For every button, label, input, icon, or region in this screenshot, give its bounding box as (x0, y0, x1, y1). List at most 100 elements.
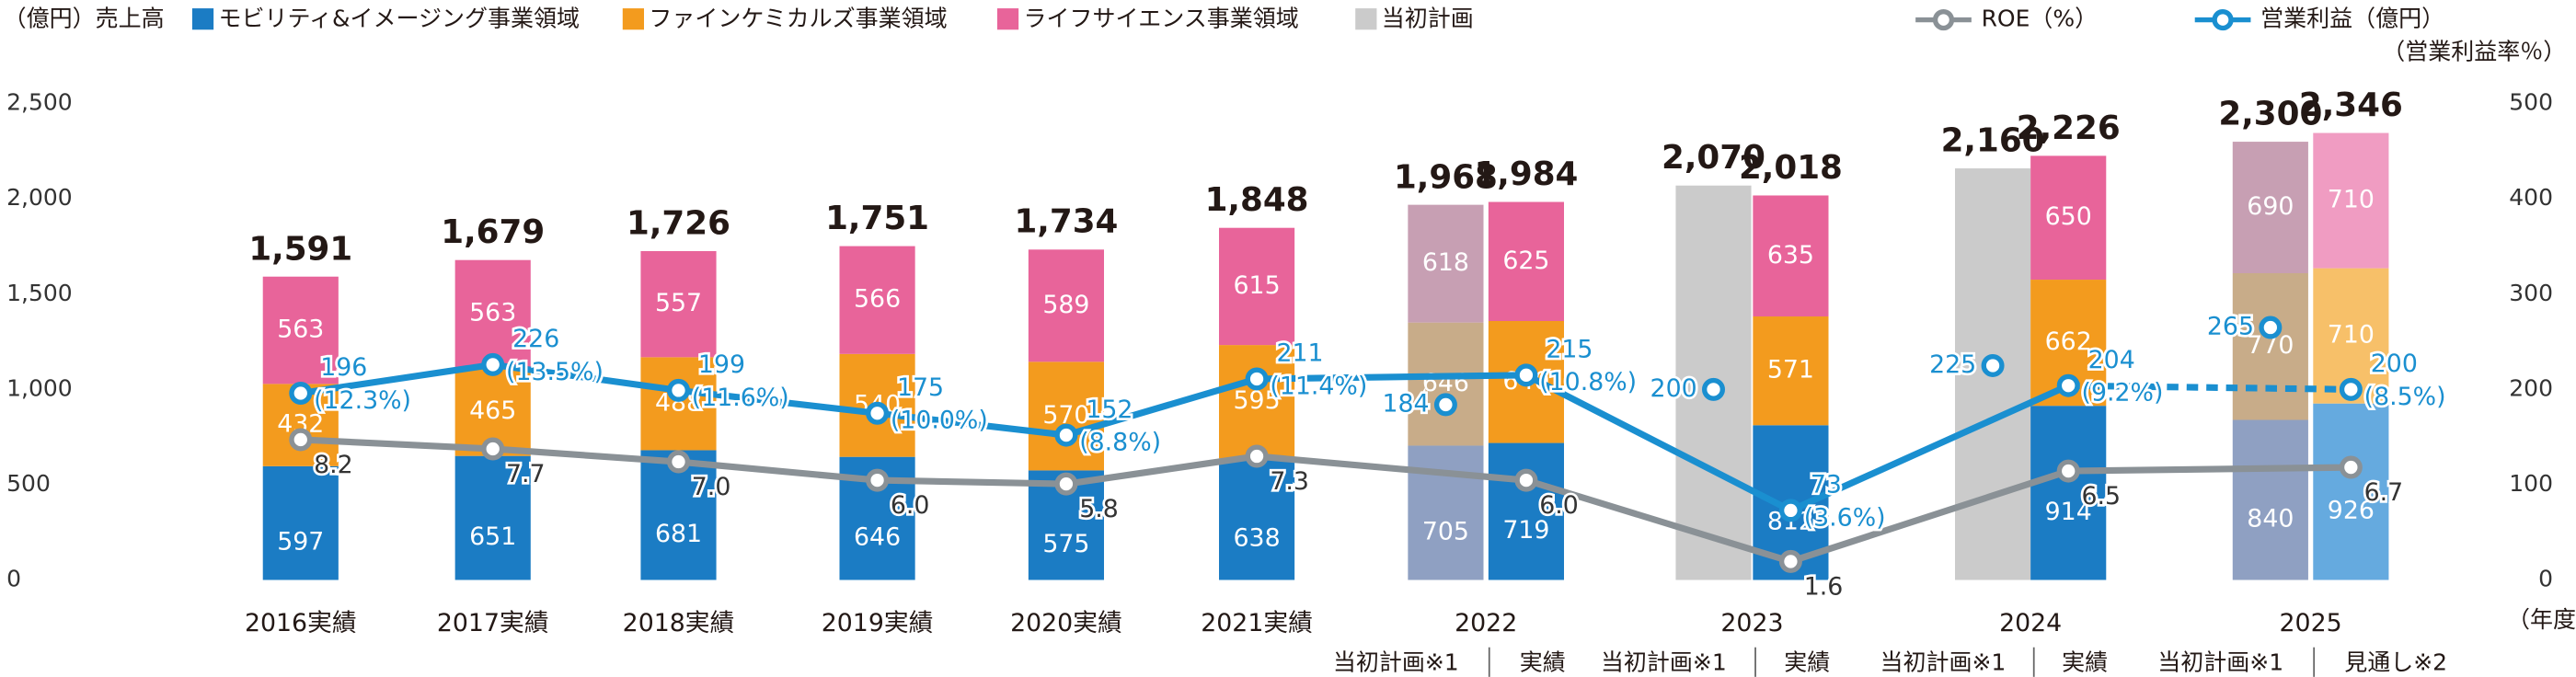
legend-roe-marker (1932, 8, 1955, 31)
segment-label: 563 (277, 316, 324, 344)
roe-point (1778, 549, 1802, 573)
bar-segment (1219, 227, 1295, 346)
bar-segment (1219, 345, 1295, 459)
roe-label: 7.0 (692, 473, 731, 501)
total-label: 1,679 (441, 213, 545, 251)
total-label: 2,226 (2017, 109, 2121, 147)
bar-segment (1408, 322, 1484, 446)
legend-op-marker (2212, 8, 2234, 31)
segment-label: 840 (2247, 504, 2294, 533)
segment-label: 557 (655, 289, 702, 317)
segment-label: 710 (2328, 321, 2375, 350)
bar-segment (839, 246, 915, 354)
roe-point (2056, 459, 2080, 483)
roe-point (1514, 468, 1538, 492)
segment-label: 719 (1502, 516, 1549, 545)
operating-income-plan-label: 184 (1382, 389, 1429, 418)
segment-label: 615 (1234, 271, 1281, 300)
x-tick-label: 2020実績 (1010, 609, 1122, 637)
legend-swatch (996, 8, 1019, 30)
y2-tick-label: 100 (2509, 470, 2553, 497)
x-tick-label: 2017実績 (437, 609, 549, 637)
operating-income-plan-label: 200 (1650, 374, 1697, 403)
bar-segment (2030, 406, 2107, 580)
bar-segment (1753, 195, 1829, 317)
total-label: 1,968 (1394, 158, 1498, 196)
bar-segment (454, 455, 531, 580)
y2-tick-label: 0 (2538, 565, 2553, 591)
bar-segment (2313, 403, 2389, 580)
segment-label: 571 (1767, 356, 1814, 384)
segment-label: 589 (1042, 291, 1089, 319)
operating-margin-label: (8.5%) (2364, 383, 2446, 411)
segment-label: 638 (1234, 523, 1281, 552)
operating-income-point (1054, 423, 1078, 447)
y-tick-label: 1,000 (6, 374, 73, 401)
x-tick-label: 当初計画※1 (1333, 649, 1459, 676)
bar-segment (1488, 201, 1564, 321)
roe-label: 6.5 (2082, 482, 2122, 511)
operating-margin-label: (12.3%) (314, 386, 411, 415)
x-tick-label: 実績 (1784, 649, 1830, 676)
y2-tick-label: 400 (2509, 184, 2553, 211)
operating-margin-label: (10.0%) (891, 407, 988, 435)
segment-label: 710 (2328, 186, 2375, 214)
roe-label: 7.7 (506, 460, 546, 488)
legend-label: ファインケミカルズ事業領域 (649, 6, 947, 32)
operating-income-plan-point (1702, 377, 1725, 401)
operating-income-point (866, 401, 890, 425)
operating-income-label: 211 (1277, 339, 1324, 368)
x-unit: （年度） (2507, 606, 2576, 633)
y2-tick-label: 200 (2509, 374, 2553, 401)
bar-segment (1488, 442, 1564, 580)
operating-income-point (1514, 363, 1538, 387)
total-label: 1,734 (1014, 203, 1118, 241)
segment-label: 575 (1042, 530, 1089, 558)
roe-point (667, 450, 690, 474)
operating-income-point (289, 382, 313, 406)
bar-segment (1028, 249, 1104, 362)
operating-income-label: 200 (2371, 350, 2418, 378)
legend-swatch (191, 8, 214, 30)
x-tick-label: 見通し※2 (2344, 649, 2447, 676)
operating-income-plan-point (1981, 353, 2005, 377)
bar-segment (1408, 445, 1484, 580)
total-label: 2,300 (2218, 95, 2322, 132)
total-label: 1,984 (1474, 155, 1578, 193)
x-tick-label: 2021実績 (1201, 609, 1313, 637)
roe-label: 1.6 (1804, 572, 1844, 601)
segment-label: 625 (1502, 247, 1549, 275)
operating-income-label: 152 (1086, 396, 1133, 424)
operating-margin-label: (10.8%) (1539, 368, 1637, 396)
legend-label: 営業利益（億円） (2260, 6, 2444, 32)
roe-label: 6.7 (2364, 478, 2404, 507)
x-group-label: 2023 (1720, 609, 1783, 637)
roe-point (481, 437, 505, 461)
segment-label: 646 (854, 523, 901, 552)
total-label: 1,751 (825, 200, 929, 237)
bar-segment (1408, 204, 1484, 323)
legend-note: （営業利益率％） (2382, 38, 2566, 64)
x-tick-label: 当初計画※1 (1601, 649, 1727, 676)
total-label: 2,346 (2299, 86, 2403, 124)
y-tick-label: 0 (6, 565, 21, 591)
segment-label: 595 (1234, 386, 1281, 415)
y2-tick-label: 300 (2509, 280, 2553, 306)
bar-segment (262, 465, 339, 580)
operating-income-point (2339, 377, 2363, 401)
operating-income-label: 73 (1811, 471, 1842, 499)
roe-label: 6.0 (891, 491, 930, 520)
operating-margin-label: (9.2%) (2082, 379, 2164, 407)
operating-margin-label: (3.6%) (1804, 503, 1886, 532)
legend-label: ROE（%） (1982, 6, 2099, 32)
bar-segment (1219, 458, 1295, 580)
bar-segment (2232, 142, 2308, 273)
total-label: 2,070 (1662, 139, 1765, 177)
roe-point (2339, 455, 2363, 479)
roe-line (300, 436, 2352, 566)
operating-income-point (667, 378, 690, 402)
operating-margin-label: (8.8%) (1079, 428, 1161, 456)
legend-label: 当初計画 (1382, 6, 1474, 32)
segment-label: 618 (1422, 248, 1469, 277)
